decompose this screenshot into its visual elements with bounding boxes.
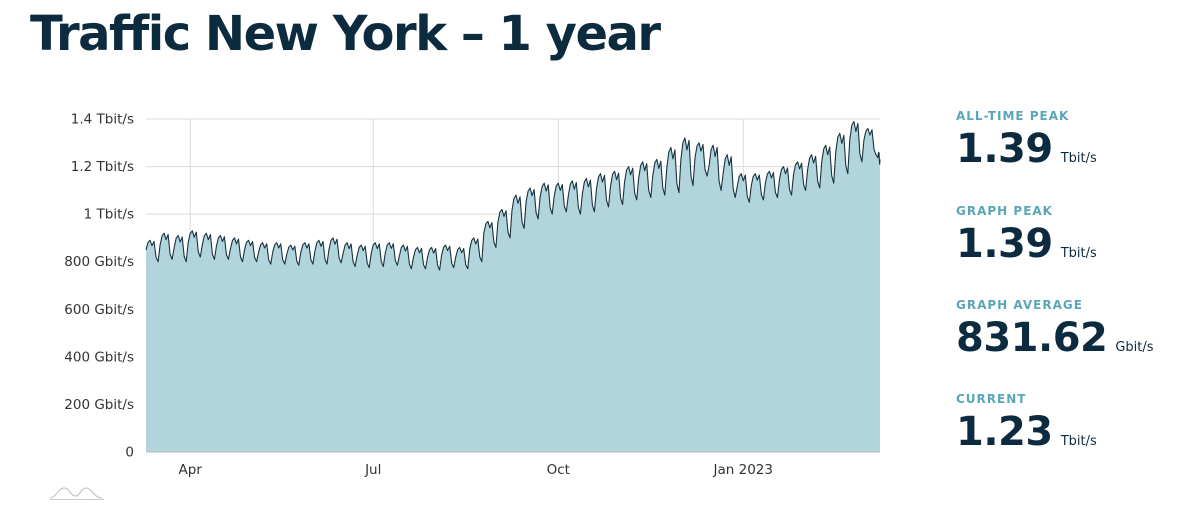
traffic-chart: 0 200 Gbit/s 400 Gbit/s 600 Gbit/s 800 Gbit/… <box>0 90 900 505</box>
page-title: Traffic New York – 1 year <box>30 6 661 62</box>
stat-value: 831.62 <box>956 315 1108 361</box>
stat-value-row: 831.62 Gbit/s <box>956 315 1171 361</box>
stat-value-row: 1.23 Tbit/s <box>956 409 1171 455</box>
y-tick-label: 200 Gbit/s <box>64 397 134 413</box>
y-tick-label: 1.4 Tbit/s <box>71 112 134 128</box>
stat-all-time-peak: ALL-TIME PEAK 1.39 Tbit/s <box>956 108 1171 203</box>
traffic-series-line <box>145 120 881 271</box>
stat-unit: Tbit/s <box>1060 246 1097 261</box>
traffic-chart-svg: 0 200 Gbit/s 400 Gbit/s 600 Gbit/s 800 Gbit/… <box>64 112 881 478</box>
y-tick-label: 400 Gbit/s <box>64 349 134 365</box>
y-tick-label: 1 Tbit/s <box>84 207 134 223</box>
traffic-area <box>146 121 880 453</box>
stat-label: ALL-TIME PEAK <box>956 109 1070 123</box>
stats-panel: ALL-TIME PEAK 1.39 Tbit/s GRAPH PEAK 1.39… <box>956 108 1171 485</box>
stat-value-row: 1.39 Tbit/s <box>956 221 1171 267</box>
x-tick-label: Apr <box>179 462 203 478</box>
stat-label: GRAPH AVERAGE <box>956 298 1083 312</box>
stat-value: 1.39 <box>956 126 1053 172</box>
stat-label: GRAPH PEAK <box>956 204 1053 218</box>
stat-unit: Gbit/s <box>1115 340 1154 355</box>
stat-value: 1.39 <box>956 221 1053 267</box>
area-layer <box>145 120 881 453</box>
stat-graph-peak: GRAPH PEAK 1.39 Tbit/s <box>956 203 1171 297</box>
axis-layer: 0 200 Gbit/s 400 Gbit/s 600 Gbit/s 800 Gbit/… <box>64 112 880 478</box>
stat-value-row: 1.39 Tbit/s <box>956 126 1171 172</box>
stat-graph-average: GRAPH AVERAGE 831.62 Gbit/s <box>956 297 1171 391</box>
stat-value: 1.23 <box>956 409 1053 455</box>
y-tick-label: 1.2 Tbit/s <box>71 159 134 175</box>
x-tick-label: Oct <box>547 462 570 478</box>
y-tick-label: 600 Gbit/s <box>64 302 134 318</box>
stat-unit: Tbit/s <box>1060 151 1097 166</box>
x-tick-label: Jan 2023 <box>713 462 773 478</box>
stat-unit: Tbit/s <box>1060 434 1097 449</box>
y-tick-label: 800 Gbit/s <box>64 254 134 270</box>
x-tick-label: Jul <box>364 462 381 478</box>
stat-label: CURRENT <box>956 392 1027 406</box>
y-tick-label: 0 <box>125 445 134 461</box>
wave-logo-icon <box>49 487 104 500</box>
stat-current: CURRENT 1.23 Tbit/s <box>956 391 1171 485</box>
